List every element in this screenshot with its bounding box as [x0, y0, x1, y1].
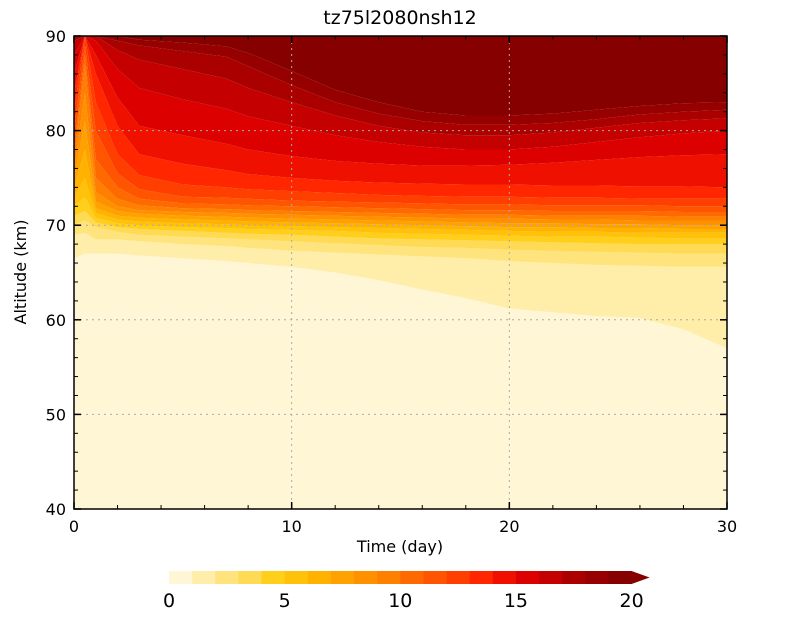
y-tick-label: 40: [46, 500, 66, 519]
contour-bands: [74, 36, 727, 349]
colorbar-swatch: [515, 571, 540, 584]
y-tick-label: 70: [46, 216, 66, 235]
chart-title: tz75l2080nsh12: [323, 7, 476, 29]
contour-band-16: [74, 36, 727, 150]
colorbar-swatch: [608, 571, 632, 584]
contour-band-4: [74, 196, 727, 245]
contour-band-20: [74, 36, 727, 53]
y-axis-label: Altitude (km): [11, 220, 30, 325]
contour-band-3: [74, 211, 727, 254]
colorbar: [169, 571, 650, 584]
y-tick-label: 80: [46, 122, 66, 141]
colorbar-swatch: [585, 571, 609, 584]
colorbar-swatch: [423, 571, 447, 584]
colorbar-tick-label: 15: [504, 590, 528, 612]
contour-band-1: [74, 232, 727, 349]
x-axis-label: Time (day): [356, 537, 443, 556]
contour-band-19: [74, 36, 727, 116]
colorbar-tick-label: 5: [279, 590, 291, 612]
colorbar-swatch: [238, 571, 262, 584]
colorbar-swatch: [492, 571, 517, 584]
grid-lines: [74, 36, 727, 509]
contour-band-8: [74, 92, 727, 226]
colorbar-swatch: [330, 571, 355, 584]
contour-band-11: [74, 45, 727, 212]
colorbar-swatch: [307, 571, 332, 584]
contour-band-14: [74, 36, 727, 188]
y-tick-label: 90: [46, 27, 66, 46]
colorbar-swatch: [169, 571, 193, 584]
contour-band-17: [74, 36, 727, 136]
contour-band-2: [74, 220, 727, 267]
colorbar-swatch: [284, 571, 309, 584]
colorbar-swatch: [400, 571, 424, 584]
contour-band-10: [74, 54, 727, 217]
colorbar-swatch: [261, 571, 286, 584]
contour-band-15: [74, 36, 727, 166]
colorbar-extend-arrow: [631, 571, 650, 584]
y-axis-ticks: 40 50 60 70 80 90: [46, 27, 727, 519]
colorbar-swatch: [192, 571, 216, 584]
colorbar-swatch: [539, 571, 563, 584]
y-tick-label: 50: [46, 405, 66, 424]
x-tick-label: 10: [281, 517, 301, 536]
x-tick-label: 30: [717, 517, 737, 536]
x-axis-ticks: 0 10 20 30: [69, 36, 737, 536]
contour-band-18: [74, 36, 727, 125]
colorbar-swatch: [562, 571, 586, 584]
colorbar-tick-label: 20: [620, 590, 644, 612]
contour-band-12: [74, 36, 727, 207]
colorbar-swatch: [354, 571, 378, 584]
colorbar-labels: 0 5 10 15 20: [163, 590, 644, 612]
colorbar-tick-label: 0: [163, 590, 175, 612]
colorbar-swatch: [215, 571, 239, 584]
x-tick-label: 20: [499, 517, 519, 536]
x-tick-label: 0: [69, 517, 79, 536]
y-tick-label: 60: [46, 311, 66, 330]
colorbar-swatch: [446, 571, 471, 584]
colorbar-tick-label: 10: [388, 590, 412, 612]
plot-area: [74, 36, 727, 509]
colorbar-swatch: [469, 571, 494, 584]
colorbar-swatch: [377, 571, 401, 584]
plot-frame: [73, 35, 728, 510]
